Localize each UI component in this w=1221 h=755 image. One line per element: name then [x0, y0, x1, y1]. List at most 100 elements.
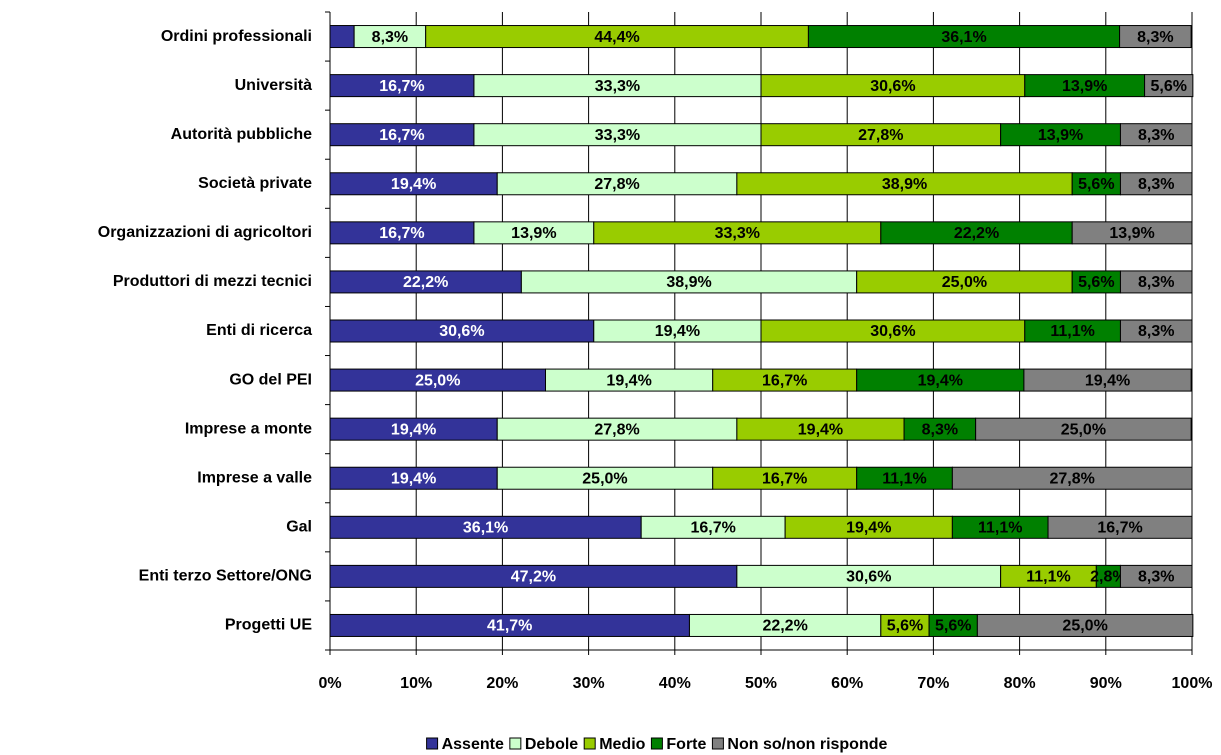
data-label: 30,6%: [870, 78, 915, 95]
legend-swatch: [711, 737, 724, 750]
bar-segment: [975, 417, 1192, 441]
data-label: 5,6%: [1078, 176, 1114, 193]
x-tick-label: 50%: [745, 675, 777, 692]
data-label: 38,9%: [882, 176, 927, 193]
data-label: 11,1%: [1050, 323, 1094, 340]
data-label: 25,0%: [1062, 618, 1107, 635]
legend-swatch: [426, 737, 439, 750]
data-label: 16,7%: [1097, 520, 1142, 537]
data-label: 27,8%: [594, 421, 639, 438]
data-label: 22,2%: [954, 225, 999, 242]
bar-segment: [1119, 270, 1193, 294]
x-tick-label: 10%: [400, 675, 432, 692]
data-label: 30,6%: [439, 323, 484, 340]
data-label: 5,6%: [1078, 274, 1114, 291]
data-label: 25,0%: [1061, 421, 1106, 438]
data-label: 2,8%: [1090, 569, 1126, 586]
data-label: 13,9%: [1062, 78, 1107, 95]
y-tick-label: Progetti UE: [225, 617, 312, 634]
data-label: 19,4%: [655, 323, 700, 340]
y-tick-label: Imprese a valle: [197, 469, 312, 486]
legend-label: Medio: [599, 736, 645, 753]
y-tick-label: Ordini professionali: [161, 28, 312, 45]
data-label: 22,2%: [762, 618, 807, 635]
x-tick-label: 0%: [318, 675, 341, 692]
data-label: 5,6%: [887, 618, 923, 635]
data-label: 44,4%: [594, 29, 639, 46]
bar-segment: [329, 25, 355, 49]
bar-segment: [1119, 172, 1193, 196]
data-label: 13,9%: [1038, 127, 1083, 144]
legend-label: Debole: [525, 736, 578, 753]
data-label: 16,7%: [762, 470, 807, 487]
bar-segment: [976, 613, 1194, 637]
data-label: 16,7%: [379, 225, 424, 242]
bar-segment: [1047, 515, 1193, 539]
x-tick-label: 60%: [831, 675, 863, 692]
data-label: 25,0%: [942, 274, 987, 291]
bar-segment: [1144, 74, 1194, 98]
y-tick-label: Produttori di mezzi tecnici: [113, 273, 312, 290]
data-label: 5,6%: [935, 618, 971, 635]
data-label: 38,9%: [666, 274, 711, 291]
data-label: 16,7%: [379, 127, 424, 144]
legend-swatch: [583, 737, 596, 750]
y-tick-label: Enti di ricerca: [206, 322, 312, 339]
data-label: 19,4%: [391, 176, 436, 193]
data-label: 8,3%: [1138, 176, 1174, 193]
data-label: 8,3%: [1138, 323, 1174, 340]
x-tick-label: 70%: [917, 675, 949, 692]
data-label: 30,6%: [870, 323, 915, 340]
x-tick-label: 100%: [1172, 675, 1213, 692]
y-tick-label: GO del PEI: [229, 371, 312, 388]
bar-segment: [951, 466, 1193, 490]
bar-segment: [1119, 25, 1192, 49]
data-label: 27,8%: [858, 127, 903, 144]
data-label: 25,0%: [415, 372, 460, 389]
data-label: 16,7%: [762, 372, 807, 389]
data-label: 8,3%: [922, 421, 958, 438]
x-tick-label: 20%: [486, 675, 518, 692]
y-tick-label: Autorità pubbliche: [171, 126, 312, 143]
data-label: 19,4%: [918, 372, 963, 389]
y-tick-label: Società private: [198, 175, 312, 192]
legend-label: Non so/non risponde: [727, 736, 887, 753]
x-tick-label: 80%: [1004, 675, 1036, 692]
data-label: 36,1%: [463, 520, 508, 537]
data-label: 30,6%: [846, 569, 891, 586]
data-label: 5,6%: [1150, 78, 1186, 95]
data-label: 19,4%: [798, 421, 843, 438]
data-label: 27,8%: [1049, 470, 1094, 487]
bar-segment: [1119, 564, 1193, 588]
data-label: 11,1%: [1026, 569, 1070, 586]
data-label: 16,7%: [379, 78, 424, 95]
data-label: 27,8%: [594, 176, 639, 193]
data-label: 19,4%: [1085, 372, 1130, 389]
data-label: 19,4%: [391, 470, 436, 487]
data-label: 8,3%: [1138, 569, 1174, 586]
data-label: 19,4%: [606, 372, 651, 389]
bar-segment: [1119, 123, 1193, 147]
data-label: 8,3%: [372, 29, 408, 46]
data-label: 8,3%: [1137, 29, 1173, 46]
legend-label: Forte: [666, 736, 706, 753]
data-label: 13,9%: [511, 225, 556, 242]
data-label: 13,9%: [1109, 225, 1154, 242]
bar-segment: [1071, 221, 1193, 245]
y-tick-label: Gal: [286, 519, 312, 536]
y-tick-label: Università: [235, 77, 312, 94]
data-label: 16,7%: [690, 520, 735, 537]
data-label: 19,4%: [391, 421, 436, 438]
x-tick-label: 90%: [1090, 675, 1122, 692]
data-label: 8,3%: [1138, 127, 1174, 144]
data-label: 33,3%: [595, 78, 640, 95]
data-label: 22,2%: [403, 274, 448, 291]
x-tick-label: 40%: [659, 675, 691, 692]
data-label: 8,3%: [1138, 274, 1174, 291]
data-label: 25,0%: [582, 470, 627, 487]
data-label: 33,3%: [595, 127, 640, 144]
legend-label: Assente: [442, 736, 504, 753]
bar-segment: [1023, 368, 1192, 392]
y-tick-label: Organizzazioni di agricoltori: [98, 224, 312, 241]
